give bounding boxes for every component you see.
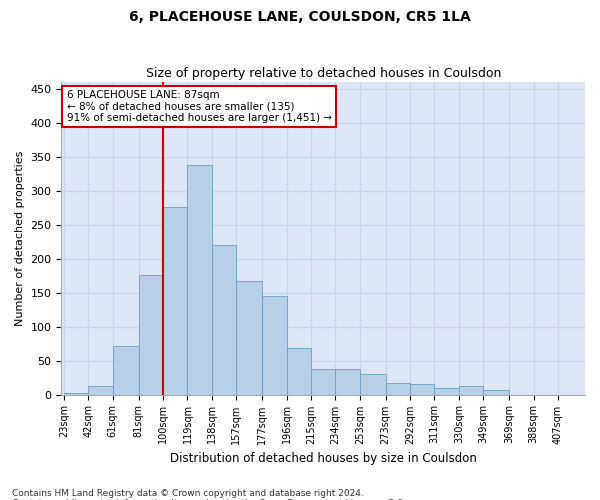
X-axis label: Distribution of detached houses by size in Coulsdon: Distribution of detached houses by size …	[170, 452, 476, 465]
Bar	[212, 245, 236, 394]
Bar	[311, 370, 335, 394]
Text: Contains public sector information licensed under the Open Government Licence v3: Contains public sector information licen…	[12, 498, 406, 500]
Bar	[163, 207, 187, 394]
Bar	[262, 296, 287, 394]
Bar	[88, 386, 113, 394]
Bar	[64, 392, 88, 394]
Bar	[139, 275, 163, 394]
Bar	[335, 370, 360, 394]
Bar	[236, 281, 262, 394]
Title: Size of property relative to detached houses in Coulsdon: Size of property relative to detached ho…	[146, 66, 501, 80]
Text: 6 PLACEHOUSE LANE: 87sqm
← 8% of detached houses are smaller (135)
91% of semi-d: 6 PLACEHOUSE LANE: 87sqm ← 8% of detache…	[67, 90, 332, 123]
Bar	[360, 374, 386, 394]
Bar	[434, 388, 459, 394]
Bar	[410, 384, 434, 394]
Bar	[484, 390, 509, 394]
Y-axis label: Number of detached properties: Number of detached properties	[15, 150, 25, 326]
Bar	[187, 165, 212, 394]
Bar	[459, 386, 484, 394]
Bar	[113, 346, 139, 395]
Text: Contains HM Land Registry data © Crown copyright and database right 2024.: Contains HM Land Registry data © Crown c…	[12, 488, 364, 498]
Text: 6, PLACEHOUSE LANE, COULSDON, CR5 1LA: 6, PLACEHOUSE LANE, COULSDON, CR5 1LA	[129, 10, 471, 24]
Bar	[287, 348, 311, 395]
Bar	[386, 383, 410, 394]
